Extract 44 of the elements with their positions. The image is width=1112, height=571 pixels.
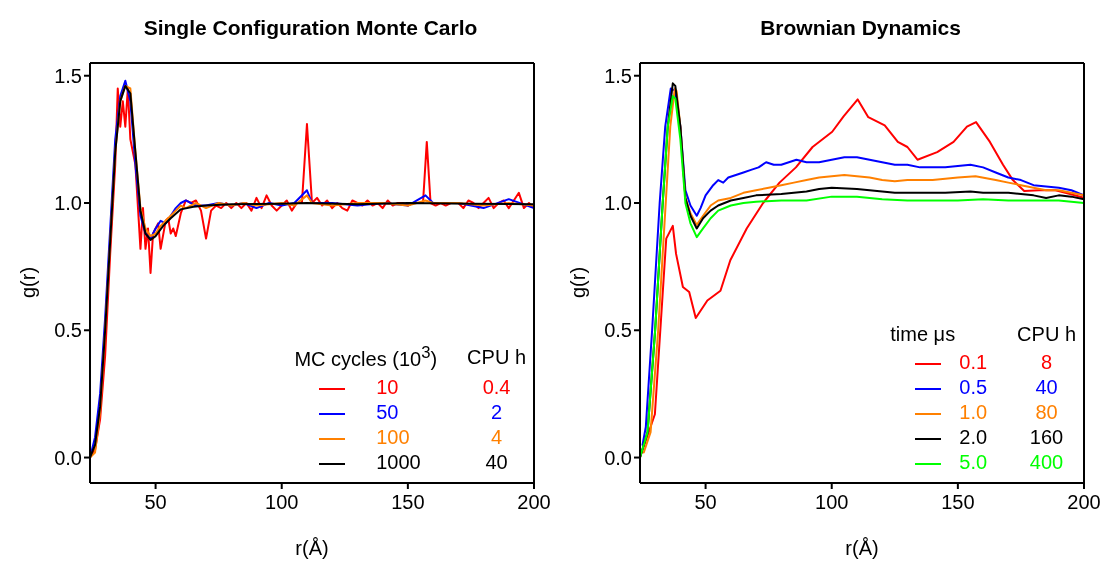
legend-label: 5.0 — [958, 450, 989, 475]
x-tick-label: 100 — [265, 491, 299, 514]
y-tick-label: 0.5 — [54, 319, 82, 342]
x-tick-label: 200 — [517, 491, 551, 514]
annotation: 160 — [1028, 425, 1065, 450]
x-tick-label: 100 — [815, 491, 849, 514]
legend-label: 1000 — [375, 450, 422, 475]
y-axis-title: g(r) — [567, 266, 590, 298]
annotation: 0.4 — [481, 375, 512, 400]
annotation: 80 — [1034, 400, 1059, 425]
x-axis-title: r(Å) — [295, 537, 329, 559]
y-tick-label: 1.5 — [604, 64, 632, 87]
x-axis-title: r(Å) — [845, 537, 879, 559]
y-axis-title: g(r) — [17, 266, 40, 298]
x-tick-label: 50 — [144, 491, 167, 514]
annotation: CPU h — [467, 344, 526, 370]
y-tick-label: 0.0 — [604, 446, 632, 469]
annotation: 40 — [484, 450, 509, 475]
chart-title: Brownian Dynamics — [759, 16, 962, 40]
chart-title: Single Configuration Monte Carlo — [142, 16, 479, 40]
y-tick-label: 1.5 — [54, 64, 82, 87]
legend-label: 0.5 — [958, 375, 989, 400]
x-tick-label: 50 — [694, 491, 717, 514]
annotation: 8 — [1040, 350, 1054, 375]
y-tick-label: 1.0 — [54, 192, 82, 215]
y-tick-label: 1.0 — [604, 192, 632, 215]
annotation: 400 — [1028, 450, 1065, 475]
legend-label: 2.0 — [958, 425, 989, 450]
annotation: 40 — [1034, 375, 1059, 400]
annotation: CPU h — [1017, 323, 1076, 347]
legend-title: MC cycles (10$^{3}$) — [294, 343, 439, 372]
y-tick-label: 0.0 — [54, 446, 82, 469]
legend-label: 10 — [375, 375, 400, 400]
x-tick-label: 150 — [391, 491, 425, 514]
legend-label: 100 — [375, 425, 411, 450]
y-tick-label: 0.5 — [604, 319, 632, 342]
legend-label: 1.0 — [958, 400, 989, 425]
legend-label: 50 — [375, 400, 400, 425]
legend-label: 0.1 — [958, 350, 989, 375]
x-tick-label: 200 — [1067, 491, 1101, 514]
x-tick-label: 150 — [941, 491, 975, 514]
annotation: 4 — [490, 425, 504, 450]
legend-title: time μs — [890, 323, 957, 347]
annotation: 2 — [490, 400, 504, 425]
